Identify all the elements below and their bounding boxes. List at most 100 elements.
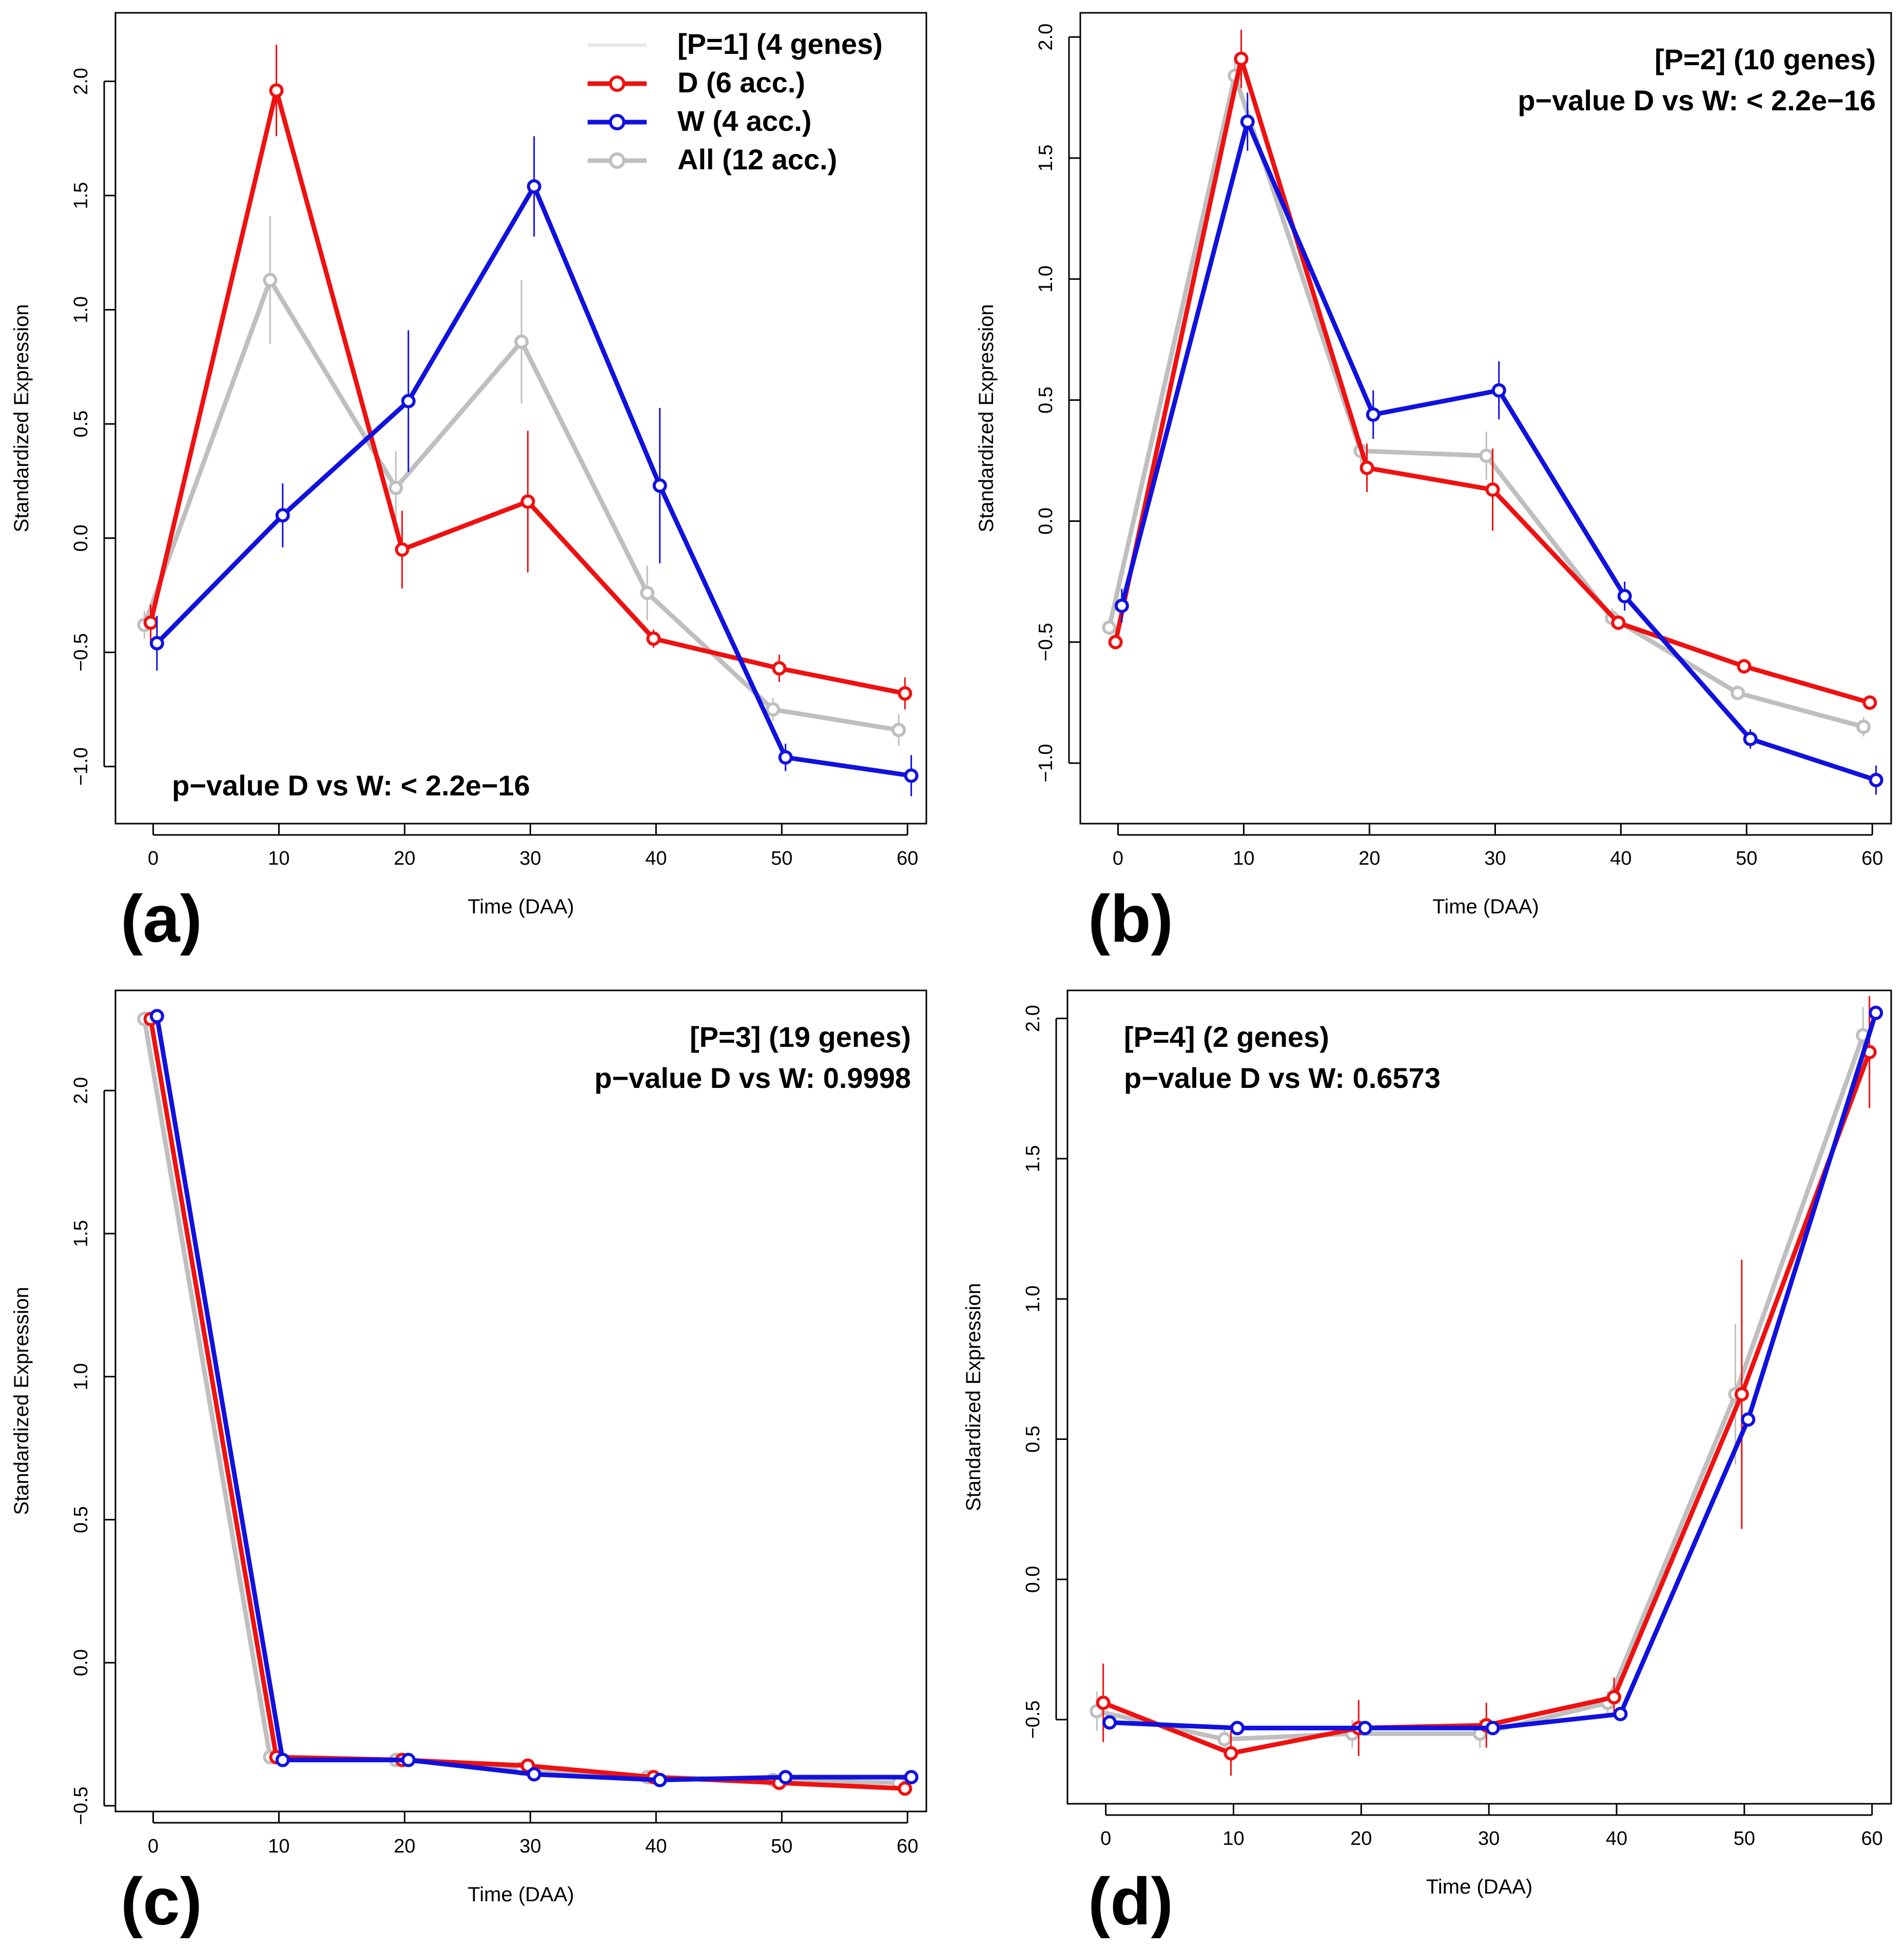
x-tick-label: 50 xyxy=(1736,848,1757,869)
data-point xyxy=(1114,598,1129,613)
data-point xyxy=(1240,114,1255,129)
legend-label: W (4 acc.) xyxy=(677,105,811,137)
data-point xyxy=(1862,695,1877,710)
data-point xyxy=(1485,482,1500,497)
x-tick-label: 10 xyxy=(1222,1828,1244,1849)
y-axis-title: Standardized Expression xyxy=(975,304,998,533)
data-point xyxy=(1734,1387,1749,1402)
panel-label: (a) xyxy=(121,881,202,956)
annotation: p−value D vs W: < 2.2e−16 xyxy=(172,769,530,802)
series-w xyxy=(149,136,919,796)
x-tick-label: 40 xyxy=(645,1836,667,1857)
y-tick-label: −0.5 xyxy=(1022,1701,1044,1739)
data-point xyxy=(1366,407,1381,422)
y-tick-label: 2.0 xyxy=(1022,1005,1044,1032)
panel-label: (b) xyxy=(1088,881,1173,956)
x-tick-label: 30 xyxy=(519,1836,541,1857)
x-tick-label: 10 xyxy=(268,1836,289,1857)
data-point xyxy=(1102,1715,1117,1730)
data-point xyxy=(1096,1695,1111,1710)
data-point xyxy=(1359,460,1374,475)
x-axis-title: Time (DAA) xyxy=(1432,895,1539,918)
panel-label: (c) xyxy=(121,1864,202,1939)
data-point xyxy=(1856,719,1871,734)
data-point xyxy=(766,702,781,717)
annotation-text: [P=2] (10 genes) xyxy=(1655,43,1876,75)
data-point xyxy=(263,272,278,287)
x-tick-label: 50 xyxy=(1734,1828,1755,1849)
series-line xyxy=(1113,56,1871,705)
legend-label: D (6 acc.) xyxy=(677,66,805,99)
data-point xyxy=(143,615,158,630)
annotation: [P=3] (19 genes) p−value D vs W: 0.9998 xyxy=(594,1021,911,1094)
series-line xyxy=(148,1018,905,1791)
data-point xyxy=(401,1752,416,1767)
panel-d: 0 10 20 30 40 50 60 Time (DAA) −0.5 0.0 0.5 1.0 1.5 2… xyxy=(962,989,1892,1939)
annotation: [P=2] (10 genes) p−value D vs W: < 2.2e−1… xyxy=(1518,43,1876,116)
y-tick-label: 0.0 xyxy=(70,524,92,552)
data-point xyxy=(527,179,541,194)
y-tick-label: −1.0 xyxy=(70,747,92,786)
data-point xyxy=(1102,620,1117,635)
x-tick-label: 30 xyxy=(519,848,541,869)
plot-frame xyxy=(114,12,927,825)
plot-frame xyxy=(1079,12,1892,825)
y-tick-label: 0.5 xyxy=(1035,386,1057,414)
x-tick-label: 0 xyxy=(148,848,159,869)
data-point xyxy=(640,586,655,600)
panel-b: 0 10 20 30 40 50 60 Time (DAA) −1.0 −0.5 0.0 0.5 1.0… xyxy=(975,12,1892,956)
series-all xyxy=(137,216,906,746)
y-tick-label: 1.0 xyxy=(70,1363,92,1390)
data-point xyxy=(1607,1690,1622,1705)
x-tick-label: 60 xyxy=(1861,848,1883,869)
y-axis-title: Standardized Expression xyxy=(10,304,33,533)
y-tick-label: 0.0 xyxy=(1022,1566,1044,1593)
data-point xyxy=(1869,773,1883,788)
y-axis-title: Standardized Expression xyxy=(962,1283,985,1511)
panel-label: (d) xyxy=(1088,1864,1173,1939)
x-tick-label: 20 xyxy=(1350,1828,1372,1849)
y-tick-label: 1.0 xyxy=(1022,1285,1044,1313)
data-point xyxy=(388,480,403,495)
series-line xyxy=(148,88,906,696)
x-tick-label: 20 xyxy=(1358,848,1380,869)
data-point xyxy=(891,723,906,737)
series-d xyxy=(143,45,912,710)
annotation-text: [P=3] (19 genes) xyxy=(690,1021,911,1053)
y-tick-label: 1.0 xyxy=(70,296,92,323)
y-tick-label: 1.5 xyxy=(1022,1145,1044,1173)
data-point xyxy=(1108,635,1123,650)
data-point xyxy=(646,631,661,646)
data-point xyxy=(1741,1412,1756,1427)
annotation-text: [P=4] (2 genes) xyxy=(1124,1021,1329,1053)
series-line xyxy=(1119,119,1877,783)
series-w xyxy=(1114,92,1883,795)
x-tick-label: 0 xyxy=(1113,848,1123,869)
series-line xyxy=(154,1016,911,1783)
panel-a: 0 10 20 30 40 50 60 Time (DAA) −1.0 −0.5 0.0 0.5 1.0… xyxy=(10,12,927,956)
annotation-text: p−value D vs W: < 2.2e−16 xyxy=(172,769,530,802)
x-axis-title: Time (DAA) xyxy=(468,895,574,918)
series-w xyxy=(149,1009,919,1787)
data-point xyxy=(898,1781,912,1796)
y-tick-label: −0.5 xyxy=(70,1786,92,1825)
y-tick-label: 0.5 xyxy=(1022,1426,1044,1453)
series-line xyxy=(1096,1034,1866,1742)
y-tick-label: −1.0 xyxy=(1035,744,1057,783)
y-tick-label: 1.0 xyxy=(1035,265,1057,293)
y-axis-title: Standardized Expression xyxy=(10,1287,33,1515)
data-point xyxy=(772,661,787,676)
data-point xyxy=(275,508,290,523)
x-tick-label: 0 xyxy=(148,1836,159,1857)
x-tick-label: 50 xyxy=(771,848,792,869)
data-point xyxy=(275,1752,290,1767)
x-tick-label: 40 xyxy=(1606,1828,1627,1849)
data-point xyxy=(1217,1732,1232,1747)
legend-key-marker xyxy=(609,114,626,130)
x-tick-label: 30 xyxy=(1484,848,1506,869)
series-w xyxy=(1102,1005,1883,1736)
series-line xyxy=(1106,73,1864,729)
x-axis-title: Time (DAA) xyxy=(1426,1876,1532,1898)
annotation-text: p−value D vs W: < 2.2e−16 xyxy=(1518,84,1876,116)
